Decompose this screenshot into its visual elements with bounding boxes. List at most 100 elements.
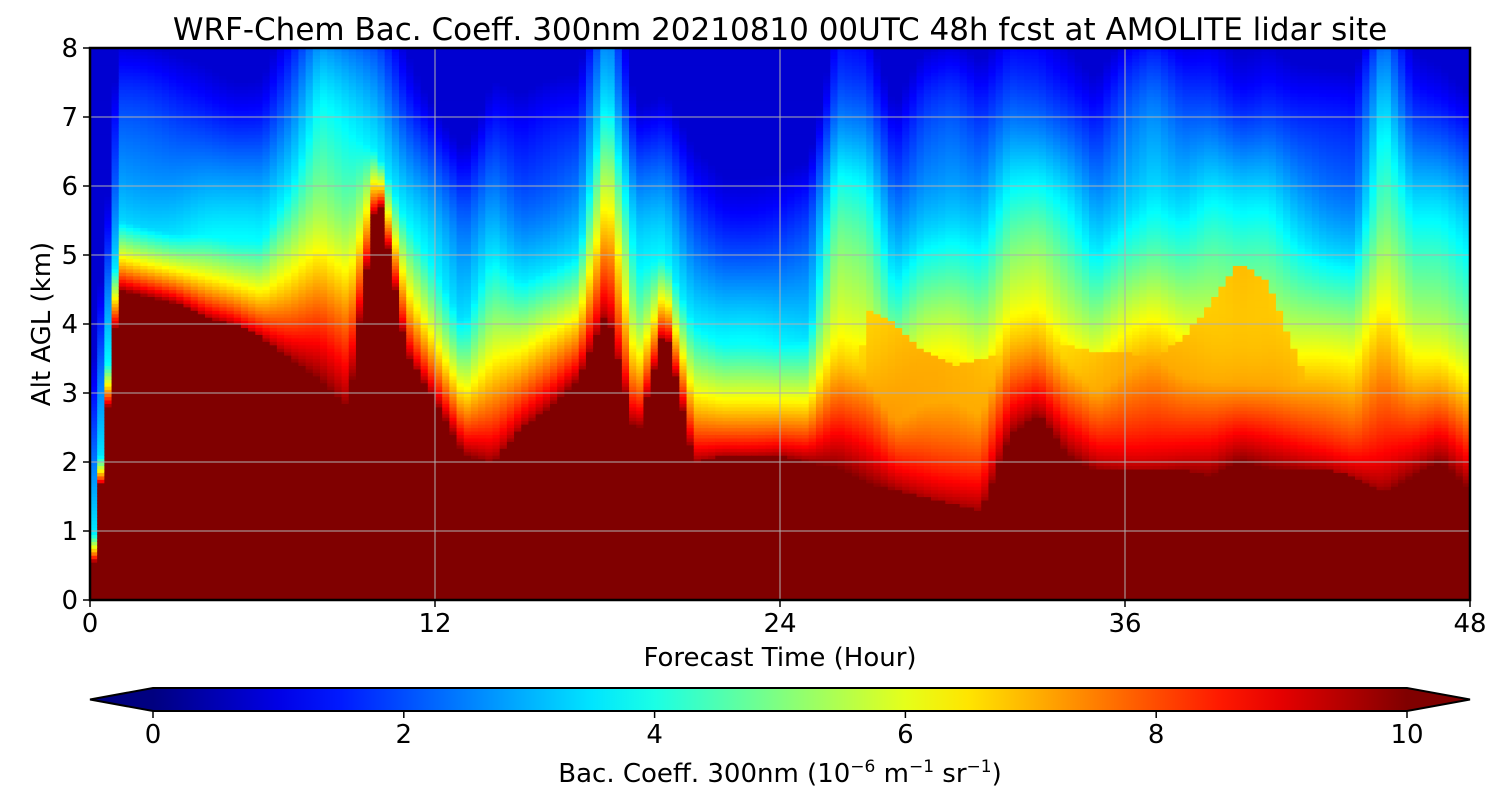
heatmap-cell — [119, 514, 127, 518]
heatmap-cell — [191, 165, 199, 169]
heatmap-cell — [176, 152, 184, 156]
heatmap-cell — [155, 303, 163, 307]
heatmap-cell — [183, 255, 191, 259]
heatmap-cell — [255, 83, 263, 87]
heatmap-cell — [133, 548, 141, 552]
heatmap-cell — [97, 269, 105, 273]
heatmap-cell — [298, 58, 306, 62]
heatmap-cell — [140, 162, 148, 166]
heatmap-cell — [227, 79, 235, 83]
heatmap-cell — [191, 510, 199, 514]
heatmap-cell — [291, 152, 299, 156]
heatmap-cell — [191, 386, 199, 390]
heatmap-cell — [191, 414, 199, 418]
heatmap-cell — [176, 552, 184, 556]
heatmap-cell — [133, 186, 141, 190]
heatmap-cell — [191, 286, 199, 290]
heatmap-cell — [198, 224, 206, 228]
heatmap-cell — [227, 590, 235, 594]
heatmap-cell — [148, 338, 156, 342]
heatmap-cell — [205, 58, 213, 62]
heatmap-cell — [126, 58, 134, 62]
heatmap-cell — [219, 279, 227, 283]
heatmap-cell — [212, 555, 220, 559]
heatmap-cell — [148, 286, 156, 290]
heatmap-cell — [104, 176, 112, 180]
heatmap-cell — [227, 89, 235, 93]
heatmap-cell — [205, 172, 213, 176]
heatmap-cell — [183, 169, 191, 173]
heatmap-cell — [191, 300, 199, 304]
heatmap-cell — [227, 148, 235, 152]
heatmap-cell — [219, 241, 227, 245]
heatmap-cell — [248, 327, 256, 331]
heatmap-cell — [126, 383, 134, 387]
heatmap-cell — [169, 590, 177, 594]
heatmap-cell — [277, 203, 285, 207]
heatmap-cell — [119, 579, 127, 583]
heatmap-cell — [270, 493, 278, 497]
heatmap-cell — [176, 117, 184, 121]
heatmap-cell — [219, 507, 227, 511]
heatmap-cell — [219, 410, 227, 414]
heatmap-cell — [205, 262, 213, 266]
heatmap-cell — [241, 417, 249, 421]
heatmap-cell — [148, 134, 156, 138]
heatmap-cell — [97, 383, 105, 387]
heatmap-cell — [227, 479, 235, 483]
heatmap-cell — [140, 310, 148, 314]
heatmap-cell — [248, 65, 256, 69]
heatmap-cell — [263, 110, 271, 114]
heatmap-cell — [191, 534, 199, 538]
heatmap-cell — [234, 248, 242, 252]
heatmap-cell — [169, 386, 177, 390]
heatmap-cell — [140, 507, 148, 511]
heatmap-cell — [148, 69, 156, 73]
heatmap-cell — [119, 258, 127, 262]
heatmap-cell — [148, 221, 156, 225]
heatmap-cell — [155, 497, 163, 501]
heatmap-cell — [133, 189, 141, 193]
heatmap-cell — [306, 152, 314, 156]
heatmap-cell — [291, 179, 299, 183]
heatmap-cell — [112, 307, 120, 311]
heatmap-cell — [155, 131, 163, 135]
heatmap-cell — [119, 431, 127, 435]
heatmap-cell — [277, 555, 285, 559]
heatmap-cell — [212, 89, 220, 93]
heatmap-cell — [104, 400, 112, 404]
heatmap-cell — [112, 438, 120, 442]
heatmap-cell — [176, 72, 184, 76]
heatmap-cell — [169, 445, 177, 449]
heatmap-cell — [191, 269, 199, 273]
heatmap-cell — [205, 369, 213, 373]
heatmap-cell — [183, 310, 191, 314]
heatmap-cell — [104, 234, 112, 238]
heatmap-cell — [162, 276, 170, 280]
heatmap-cell — [255, 65, 263, 69]
heatmap-cell — [104, 331, 112, 335]
heatmap-cell — [284, 245, 292, 249]
heatmap-cell — [270, 107, 278, 111]
heatmap-cell — [284, 569, 292, 573]
heatmap-cell — [104, 110, 112, 114]
heatmap-cell — [219, 324, 227, 328]
heatmap-cell — [219, 300, 227, 304]
heatmap-cell — [133, 479, 141, 483]
heatmap-cell — [205, 255, 213, 259]
heatmap-cell — [205, 403, 213, 407]
heatmap-cell — [104, 393, 112, 397]
heatmap-cell — [191, 352, 199, 356]
heatmap-cell — [291, 396, 299, 400]
heatmap-cell — [241, 134, 249, 138]
heatmap-cell — [126, 559, 134, 563]
heatmap-cell — [169, 238, 177, 242]
heatmap-cell — [140, 341, 148, 345]
heatmap-cell — [191, 348, 199, 352]
heatmap-cell — [198, 452, 206, 456]
heatmap-cell — [176, 269, 184, 273]
heatmap-cell — [255, 286, 263, 290]
heatmap-cell — [255, 531, 263, 535]
heatmap-cell — [298, 545, 306, 549]
heatmap-cell — [248, 262, 256, 266]
